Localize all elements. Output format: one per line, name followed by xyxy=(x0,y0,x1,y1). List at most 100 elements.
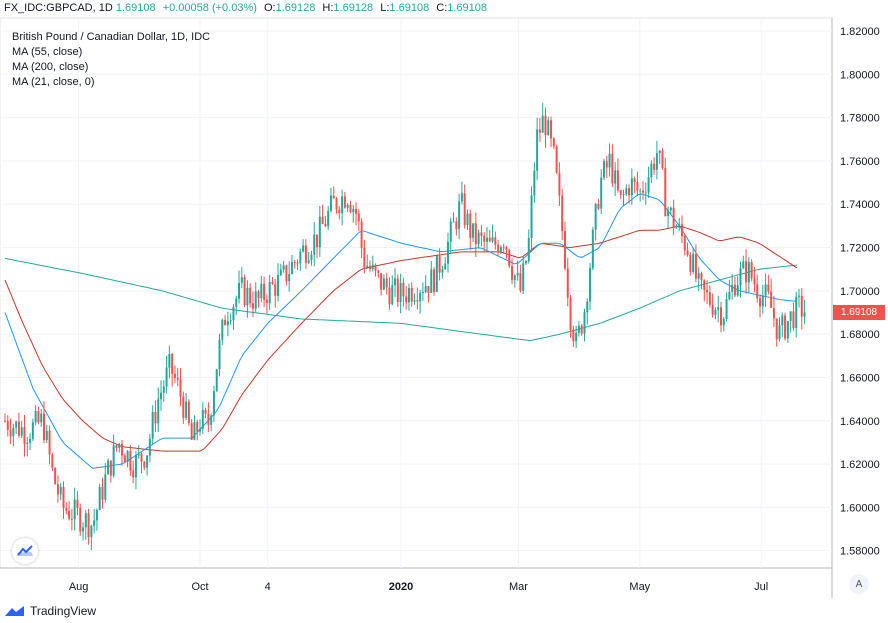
candle-body xyxy=(759,298,762,307)
candle-body xyxy=(405,296,408,303)
candle-body xyxy=(472,223,475,238)
candle-body xyxy=(70,518,73,520)
candle-body xyxy=(427,286,430,293)
candle-body xyxy=(90,525,93,538)
candle-body xyxy=(413,300,416,302)
candle-body xyxy=(536,129,539,171)
candle-body xyxy=(84,513,87,528)
candle-body xyxy=(767,284,770,292)
candle-body xyxy=(126,451,129,463)
candle-body xyxy=(327,210,330,227)
candle-body xyxy=(438,255,441,273)
candle-body xyxy=(129,451,132,471)
candle-body xyxy=(745,261,748,283)
legend-ma55[interactable]: MA (55, close) xyxy=(12,46,83,58)
candle-body xyxy=(650,163,653,178)
auto-scale-button[interactable]: A xyxy=(849,574,869,594)
candle-body xyxy=(480,232,483,236)
candle-body xyxy=(143,461,146,468)
y-tick-label: 1.58000 xyxy=(840,546,880,558)
candle-body xyxy=(611,153,614,184)
candle-body xyxy=(622,194,625,196)
candle-body xyxy=(402,282,405,297)
candle-body xyxy=(40,413,43,423)
candle-body xyxy=(575,332,578,342)
candle-body xyxy=(296,262,299,264)
candle-body xyxy=(12,427,15,437)
tradingview-brand[interactable]: TradingView xyxy=(4,604,96,618)
candle-body xyxy=(644,192,647,194)
open-label: O: xyxy=(263,2,276,14)
candle-body xyxy=(463,193,466,225)
candle-body xyxy=(689,254,692,272)
candle-body xyxy=(15,421,18,428)
candle-body xyxy=(396,278,399,303)
candle-body xyxy=(558,172,561,196)
tradingview-logo-button[interactable] xyxy=(12,538,38,564)
last-price-tag: 1.69108 xyxy=(833,305,885,320)
candle-body xyxy=(761,295,764,307)
y-tick-label: 1.78000 xyxy=(840,113,880,125)
candle-body xyxy=(513,275,516,280)
candle-body xyxy=(193,421,196,440)
candle-body xyxy=(187,401,190,424)
chart-legend: British Pound / Canadian Dollar, 1D, IDC… xyxy=(12,30,210,90)
candle-body xyxy=(235,298,238,307)
candle-body xyxy=(541,115,544,133)
last-price: 1.69108 xyxy=(115,2,156,14)
candle-body xyxy=(118,443,121,449)
candle-body xyxy=(229,320,232,322)
candle-body xyxy=(73,499,76,520)
candle-body xyxy=(185,401,188,418)
candle-body xyxy=(20,427,23,436)
candle-body xyxy=(95,509,98,521)
candle-body xyxy=(502,247,505,249)
candle-body xyxy=(93,520,96,526)
candle-body xyxy=(76,499,79,508)
symbol-header: FX_IDC:GBPCAD, 1D 1.69108 +0.00058 (+0.0… xyxy=(4,2,491,14)
symbol-label[interactable]: FX_IDC:GBPCAD, 1D xyxy=(4,2,113,14)
candle-body xyxy=(324,224,327,227)
legend-title[interactable]: British Pound / Canadian Dollar, 1D, IDC xyxy=(12,31,211,43)
grid xyxy=(0,18,832,568)
low-value: 1.69108 xyxy=(389,2,430,14)
candle-body xyxy=(293,261,296,263)
candle-body xyxy=(137,453,140,456)
candle-body xyxy=(377,270,380,274)
candle-body xyxy=(795,296,798,328)
y-tick-label: 1.80000 xyxy=(840,69,880,81)
candle-body xyxy=(101,487,104,500)
candle-body xyxy=(708,292,711,305)
high-label: H: xyxy=(322,2,334,14)
candle-body xyxy=(449,221,452,242)
candle-body xyxy=(363,247,366,268)
candle-body xyxy=(655,153,658,170)
candle-body xyxy=(62,487,65,508)
candle-body xyxy=(524,261,527,264)
y-tick-label: 1.76000 xyxy=(840,156,880,168)
legend-ma200[interactable]: MA (200, close) xyxy=(12,61,89,73)
candle-body xyxy=(279,269,282,276)
candle-body xyxy=(48,430,51,455)
candle-body xyxy=(107,460,110,475)
candle-body xyxy=(246,287,249,306)
close-label: C: xyxy=(436,2,448,14)
low-label: L: xyxy=(380,2,390,14)
y-tick-label: 1.72000 xyxy=(840,243,880,255)
candle-body xyxy=(591,229,594,269)
candle-body xyxy=(728,291,731,300)
candle-body xyxy=(683,236,686,251)
candle-body xyxy=(466,213,469,225)
candle-body xyxy=(786,321,789,339)
candle-body xyxy=(474,223,477,245)
candle-body xyxy=(140,453,143,462)
candle-body xyxy=(366,265,369,268)
candle-body xyxy=(277,275,280,296)
candle-body xyxy=(653,163,656,170)
candle-body xyxy=(290,261,293,274)
candle-body xyxy=(725,299,728,319)
legend-ma21[interactable]: MA (21, close, 0) xyxy=(12,76,95,88)
candle-body xyxy=(6,421,9,430)
candle-body xyxy=(23,427,26,445)
